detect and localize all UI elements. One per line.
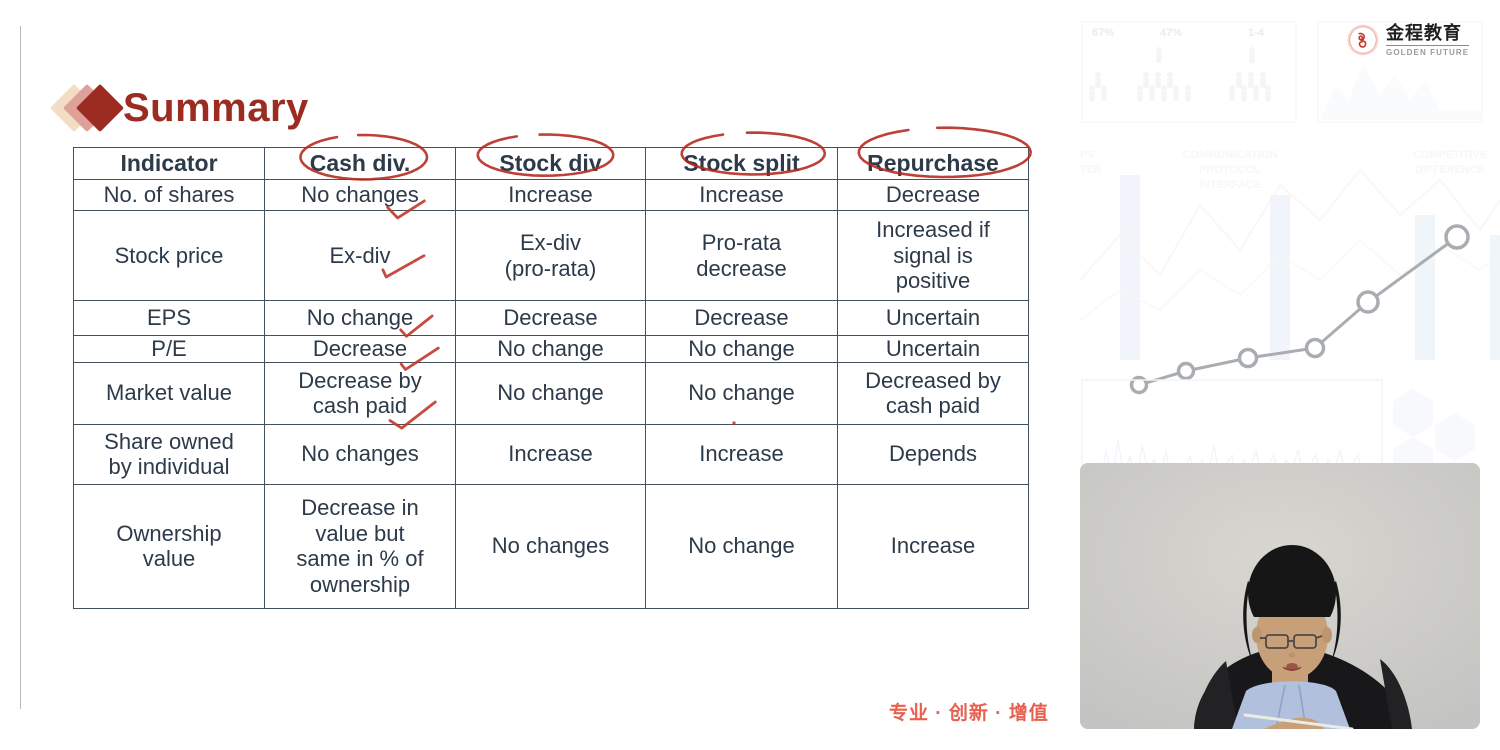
svg-text:PROTOCOL: PROTOCOL [1199, 164, 1261, 176]
svg-text:COMMUNICATION: COMMUNICATION [1182, 149, 1277, 161]
svg-text:INTERFACE: INTERFACE [1199, 179, 1261, 191]
svg-text:1-4: 1-4 [1248, 27, 1265, 39]
svg-text:TER: TER [1080, 164, 1102, 176]
svg-text:47%: 47% [1160, 27, 1182, 39]
svg-text:DIFFERENCE: DIFFERENCE [1415, 164, 1485, 176]
svg-text:COMPETITIVE: COMPETITIVE [1413, 149, 1488, 161]
svg-text:67%: 67% [1092, 27, 1114, 39]
svg-text:PS: PS [1080, 149, 1095, 161]
